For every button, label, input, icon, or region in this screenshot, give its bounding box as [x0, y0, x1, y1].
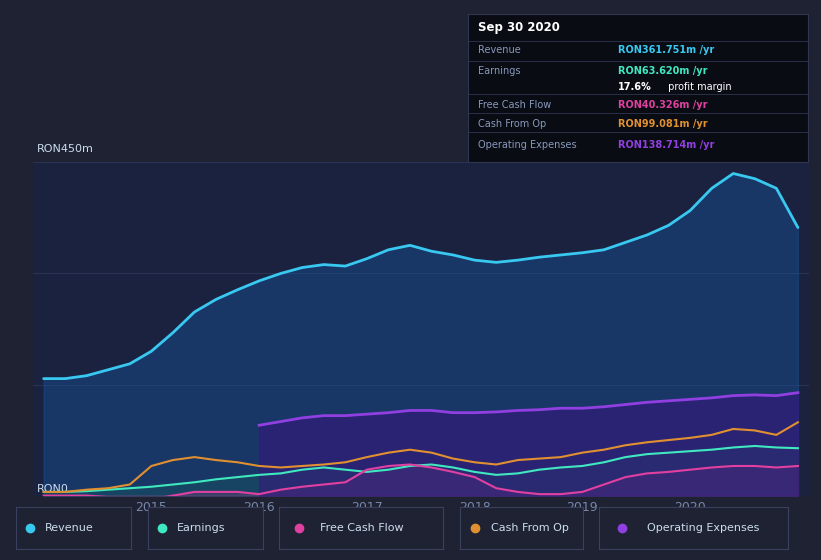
- Text: Sep 30 2020: Sep 30 2020: [478, 21, 560, 34]
- Text: RON99.081m /yr: RON99.081m /yr: [617, 119, 707, 129]
- Text: Free Cash Flow: Free Cash Flow: [320, 523, 404, 533]
- Text: RON0: RON0: [37, 484, 69, 494]
- Text: RON361.751m /yr: RON361.751m /yr: [617, 45, 713, 55]
- Text: Revenue: Revenue: [478, 45, 521, 55]
- Text: RON450m: RON450m: [37, 144, 94, 154]
- Text: Operating Expenses: Operating Expenses: [647, 523, 759, 533]
- Text: Cash From Op: Cash From Op: [491, 523, 568, 533]
- Text: profit margin: profit margin: [665, 82, 732, 92]
- Text: Free Cash Flow: Free Cash Flow: [478, 100, 552, 110]
- Text: Cash From Op: Cash From Op: [478, 119, 547, 129]
- Text: RON40.326m /yr: RON40.326m /yr: [617, 100, 707, 110]
- Text: Earnings: Earnings: [478, 66, 521, 76]
- Text: RON138.714m /yr: RON138.714m /yr: [617, 140, 714, 150]
- Text: RON63.620m /yr: RON63.620m /yr: [617, 66, 707, 76]
- Text: 17.6%: 17.6%: [617, 82, 651, 92]
- Text: Revenue: Revenue: [45, 523, 94, 533]
- Text: Operating Expenses: Operating Expenses: [478, 140, 577, 150]
- Text: Earnings: Earnings: [177, 523, 225, 533]
